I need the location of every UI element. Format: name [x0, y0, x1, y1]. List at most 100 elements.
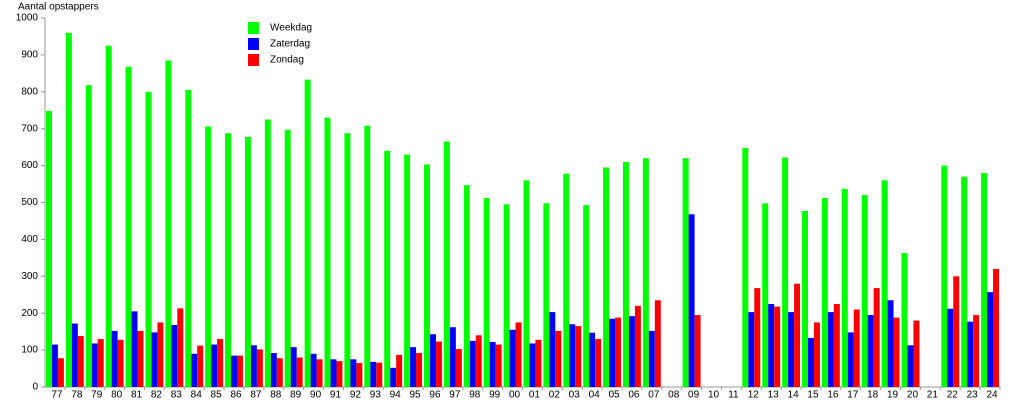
- x-tick-label: 82: [151, 390, 163, 400]
- legend-swatch: [248, 22, 259, 34]
- bar: [449, 327, 456, 387]
- legend-label: Zaterdag: [270, 39, 310, 50]
- bar: [185, 89, 192, 387]
- x-tick-label: 79: [91, 390, 103, 400]
- y-tick-label: 300: [21, 271, 38, 282]
- bar: [171, 325, 178, 387]
- bar: [211, 344, 218, 387]
- bar: [973, 315, 980, 387]
- bar: [469, 340, 476, 387]
- bar: [642, 158, 649, 387]
- bar: [416, 353, 423, 387]
- x-tick-label: 98: [469, 390, 481, 400]
- bar: [853, 309, 860, 387]
- bar: [569, 324, 576, 387]
- y-axis-label: Aantal opstappers: [18, 2, 99, 13]
- y-tick-label: 500: [21, 197, 38, 208]
- x-tick-label: 00: [509, 390, 521, 400]
- x-tick-label: 08: [668, 390, 680, 400]
- y-tick-label: 200: [21, 308, 38, 319]
- legend-label: Weekdag: [270, 23, 312, 34]
- x-tick-label: 01: [529, 390, 541, 400]
- x-tick-label: 81: [131, 390, 143, 400]
- bar: [682, 158, 689, 387]
- x-tick-label: 02: [549, 390, 561, 400]
- bar: [117, 339, 124, 387]
- bar: [97, 339, 104, 387]
- bar: [515, 322, 522, 387]
- bar: [901, 253, 908, 387]
- bar: [324, 117, 331, 387]
- bar: [225, 133, 232, 387]
- bar: [463, 185, 470, 387]
- bar: [947, 308, 954, 387]
- bar: [808, 337, 814, 387]
- x-tick-label: 12: [748, 390, 760, 400]
- x-tick-label: 18: [867, 390, 879, 400]
- bar: [774, 306, 781, 387]
- bar: [754, 288, 761, 387]
- x-tick-label: 07: [648, 390, 660, 400]
- bar: [250, 345, 257, 387]
- bar: [65, 32, 72, 387]
- y-tick-label: 1000: [16, 13, 39, 24]
- bar: [384, 150, 391, 387]
- bar: [589, 332, 596, 387]
- bar: [967, 321, 974, 387]
- x-tick-label: 09: [688, 390, 700, 400]
- x-tick-label: 87: [250, 390, 262, 400]
- legend-swatch: [248, 38, 259, 50]
- bar: [145, 91, 152, 388]
- bar: [861, 195, 868, 387]
- bar: [688, 214, 695, 387]
- bar: [622, 161, 629, 387]
- x-tick-label: 24: [986, 390, 998, 400]
- bar: [742, 147, 749, 387]
- bar: [913, 320, 920, 387]
- bar: [270, 353, 277, 387]
- bar: [523, 180, 530, 387]
- x-tick-label: 83: [171, 390, 183, 400]
- bar: [847, 332, 854, 387]
- bar: [873, 288, 880, 387]
- x-tick-label: 80: [111, 390, 123, 400]
- bar: [981, 172, 988, 387]
- bar: [85, 85, 92, 388]
- bar: [615, 317, 621, 387]
- x-tick-label: 91: [330, 390, 342, 400]
- y-tick-label: 400: [21, 234, 38, 245]
- bar: [105, 45, 112, 388]
- bar: [157, 322, 164, 387]
- bar: [390, 367, 397, 387]
- bar: [151, 332, 158, 387]
- x-tick-label: 90: [310, 390, 322, 400]
- x-tick-label: 17: [847, 390, 859, 400]
- x-tick-label: 92: [350, 390, 362, 400]
- legend-swatch: [248, 54, 259, 66]
- bar: [125, 66, 132, 387]
- bar: [794, 283, 801, 387]
- x-tick-label: 94: [390, 390, 402, 400]
- x-tick-label: 85: [211, 390, 223, 400]
- bar: [217, 339, 224, 387]
- bar: [495, 344, 502, 387]
- bar: [768, 303, 775, 387]
- bar: [535, 339, 542, 387]
- x-tick-label: 15: [807, 390, 819, 400]
- x-tick-label: 20: [907, 390, 919, 400]
- bar: [316, 359, 323, 387]
- x-tick-label: 93: [370, 390, 382, 400]
- bar: [256, 349, 263, 387]
- x-tick-label: 84: [191, 390, 203, 400]
- bar: [191, 353, 198, 387]
- bar: [205, 126, 212, 388]
- x-tick-label: 22: [947, 390, 959, 400]
- bar: [555, 330, 562, 387]
- bar: [111, 330, 118, 387]
- bar: [231, 355, 237, 387]
- bar: [941, 165, 948, 387]
- bar: [244, 136, 251, 387]
- bar: [654, 300, 661, 387]
